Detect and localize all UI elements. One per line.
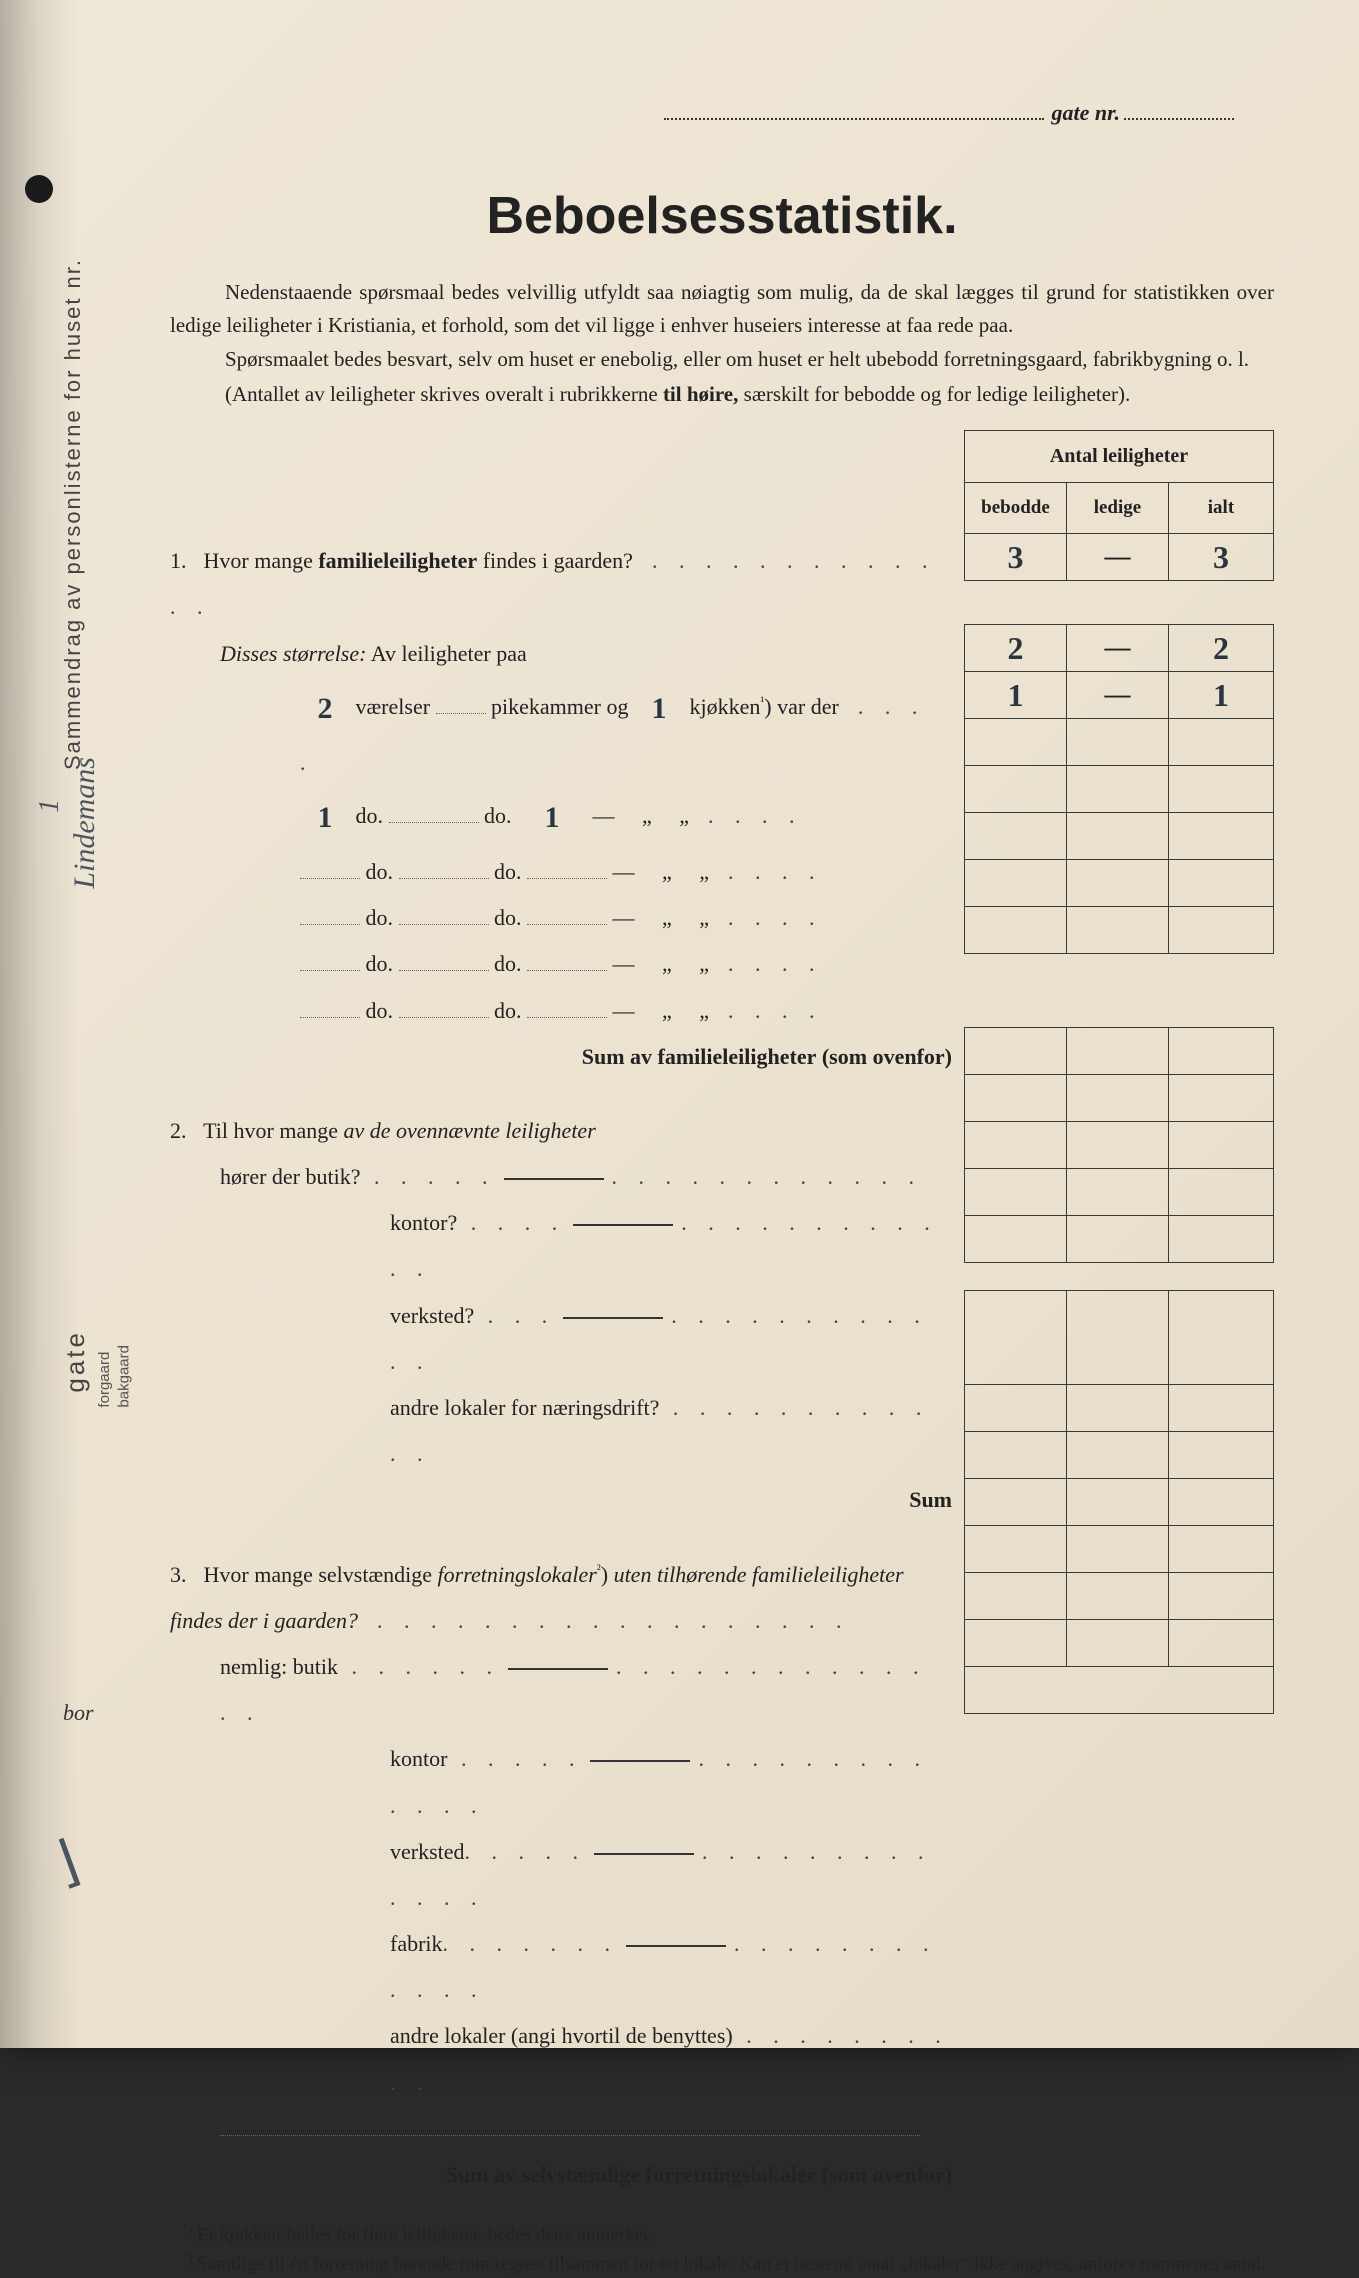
tbl-row-q2-3 [965, 1122, 1274, 1169]
q1-r1-vaer: 2 [300, 677, 350, 740]
question-1: 1. Hvor mange familieleiligheter findes … [170, 538, 952, 630]
tbl-row-size3 [965, 719, 1274, 766]
q1-r1-kjok: 1 [634, 677, 684, 740]
footnote-1: ¹) Er kjøkken fælles for flere leilighet… [170, 2220, 1274, 2249]
tbl-row-q2-1 [965, 1028, 1274, 1075]
q1-row-3: do. do. — „ „ . . . . [170, 849, 952, 895]
q2-num: 2. [170, 1108, 198, 1154]
q2-sum: Sum [170, 1477, 952, 1523]
tbl-row-q3-1 [965, 1385, 1274, 1432]
tbl-row-size1: 2 — 2 [965, 625, 1274, 672]
form-body: 1. Hvor mange familieleiligheter findes … [170, 430, 1274, 2198]
q1-row-1: 2 værelser pikekammer og 1 kjøkken¹) var… [170, 677, 952, 786]
q3-r3: verksted. . . . .. . . . . . . . . . . .… [170, 1829, 952, 1921]
question-2: 2. Til hvor mange av de ovennævnte leili… [170, 1108, 952, 1154]
q1-row-6: do. do. — „ „ . . . . [170, 988, 952, 1034]
margin-gate: gate [60, 1330, 91, 1393]
q1-size-label: Disses størrelse: Av leiligheter paa [170, 631, 952, 677]
intro-p2: Spørsmaalet bedes besvart, selv om huset… [170, 343, 1274, 376]
q3-r5: andre lokaler (angi hvortil de benyttes)… [170, 2013, 952, 2105]
tbl-hdr-bebodde: bebodde [965, 483, 1067, 534]
q2-r2: kontor? . . . .. . . . . . . . . . . . [170, 1200, 952, 1292]
document-page: Sammendrag av personlisterne for huset n… [0, 0, 1359, 2048]
intro-p1: Nedenstaaende spørsmaal bedes velvillig … [170, 276, 1274, 341]
tbl-hdr-ialt: ialt [1168, 483, 1273, 534]
margin-forgaard: forgaard [96, 1352, 113, 1408]
q2-r1: hører der butik? . . . . .. . . . . . . … [170, 1154, 952, 1200]
question-3: 3. Hvor mange selvstændige forretningslo… [170, 1552, 952, 1644]
tbl-row-q2sum [965, 1216, 1274, 1263]
q3-blank-line [170, 2106, 952, 2152]
margin-street: Lindemans [68, 757, 102, 1117]
tbl-hdr-top: Antal leiligheter [965, 431, 1274, 483]
q3-r1: nemlig: butik . . . . . .. . . . . . . .… [170, 1644, 952, 1736]
q1-sum: Sum av familieleiligheter (som ovenfor) [170, 1034, 952, 1080]
q1-r2-kjok: 1 [517, 786, 587, 849]
q1-row-4: do. do. — „ „ . . . . [170, 895, 952, 941]
results-table: Antal leiligheter bebodde ledige ialt 3 … [964, 430, 1274, 1714]
q3-r4: fabrik. . . . . . .. . . . . . . . . . .… [170, 1921, 952, 2013]
tbl-row-size5 [965, 813, 1274, 860]
gate-label: gate nr. [1052, 100, 1120, 125]
tbl-row-size6 [965, 860, 1274, 907]
tbl-hdr-ledige: ledige [1066, 483, 1168, 534]
tbl-row-q3sum [965, 1667, 1274, 1714]
table-column: Antal leiligheter bebodde ledige ialt 3 … [964, 430, 1274, 2198]
margin-forgaard-bakgaard: forgaard bakgaard [95, 1345, 134, 1408]
footnotes: ¹) Er kjøkken fælles for flere leilighet… [170, 2220, 1274, 2278]
margin-sammendrag: Sammendrag av personlisterne for huset n… [60, 150, 86, 770]
tbl-row-size4 [965, 766, 1274, 813]
tbl-row-q2-2 [965, 1075, 1274, 1122]
q2-r4: andre lokaler for næringsdrift? . . . . … [170, 1385, 952, 1477]
tbl-row-q2-4 [965, 1169, 1274, 1216]
tbl-row-q3-4 [965, 1526, 1274, 1573]
margin-house-nr: 1 [34, 799, 66, 813]
tbl-row-q3-5 [965, 1573, 1274, 1620]
left-margin: Sammendrag av personlisterne for huset n… [35, 150, 95, 1550]
q1-num: 1. [170, 538, 198, 584]
q1-row-5: do. do. — „ „ . . . . [170, 941, 952, 987]
tbl-row-q3-0 [965, 1291, 1274, 1385]
q3-r2: kontor . . . . .. . . . . . . . . . . . … [170, 1736, 952, 1828]
q3-num: 3. [170, 1552, 198, 1598]
q2-r3: verksted? . . .. . . . . . . . . . . . [170, 1293, 952, 1385]
title: Beboelsesstatistik. [170, 186, 1274, 246]
tbl-row-size2: 1 — 1 [965, 672, 1274, 719]
tbl-row-q1sum [965, 907, 1274, 954]
gate-nr-line: gate nr. [170, 100, 1234, 126]
tbl-row-q1: 3 — 3 [965, 534, 1274, 581]
q1-r2-vaer: 1 [300, 786, 350, 849]
tbl-row-q3-2 [965, 1432, 1274, 1479]
intro-p3: (Antallet av leiligheter skrives overalt… [170, 378, 1274, 411]
tbl-row-q3-6 [965, 1620, 1274, 1667]
margin-bakgaard: bakgaard [116, 1345, 133, 1408]
cell-q1-ialt: 3 [1168, 534, 1273, 581]
cell-q1-ledige: — [1066, 534, 1168, 581]
q3-sum: Sum av selvstændige forretningslokaler (… [170, 2152, 952, 2198]
intro-text: Nedenstaaende spørsmaal bedes velvillig … [170, 276, 1274, 410]
q1-row-2: 1 do. do. 1 — „ „ . . . . [170, 786, 952, 849]
margin-bor: bor [63, 1700, 94, 1726]
cell-q1-bebodde: 3 [965, 534, 1067, 581]
questions-column: 1. Hvor mange familieleiligheter findes … [170, 430, 964, 2198]
content-area: gate nr. Beboelsesstatistik. Nedenstaaen… [170, 100, 1274, 2278]
footnote-2: ²) Samtlige til én forretning hørende ru… [170, 2249, 1274, 2278]
tbl-row-q3-3 [965, 1479, 1274, 1526]
